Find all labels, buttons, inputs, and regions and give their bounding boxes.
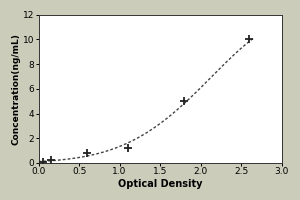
X-axis label: Optical Density: Optical Density [118,179,202,189]
Y-axis label: Concentration(ng/mL): Concentration(ng/mL) [11,33,20,145]
